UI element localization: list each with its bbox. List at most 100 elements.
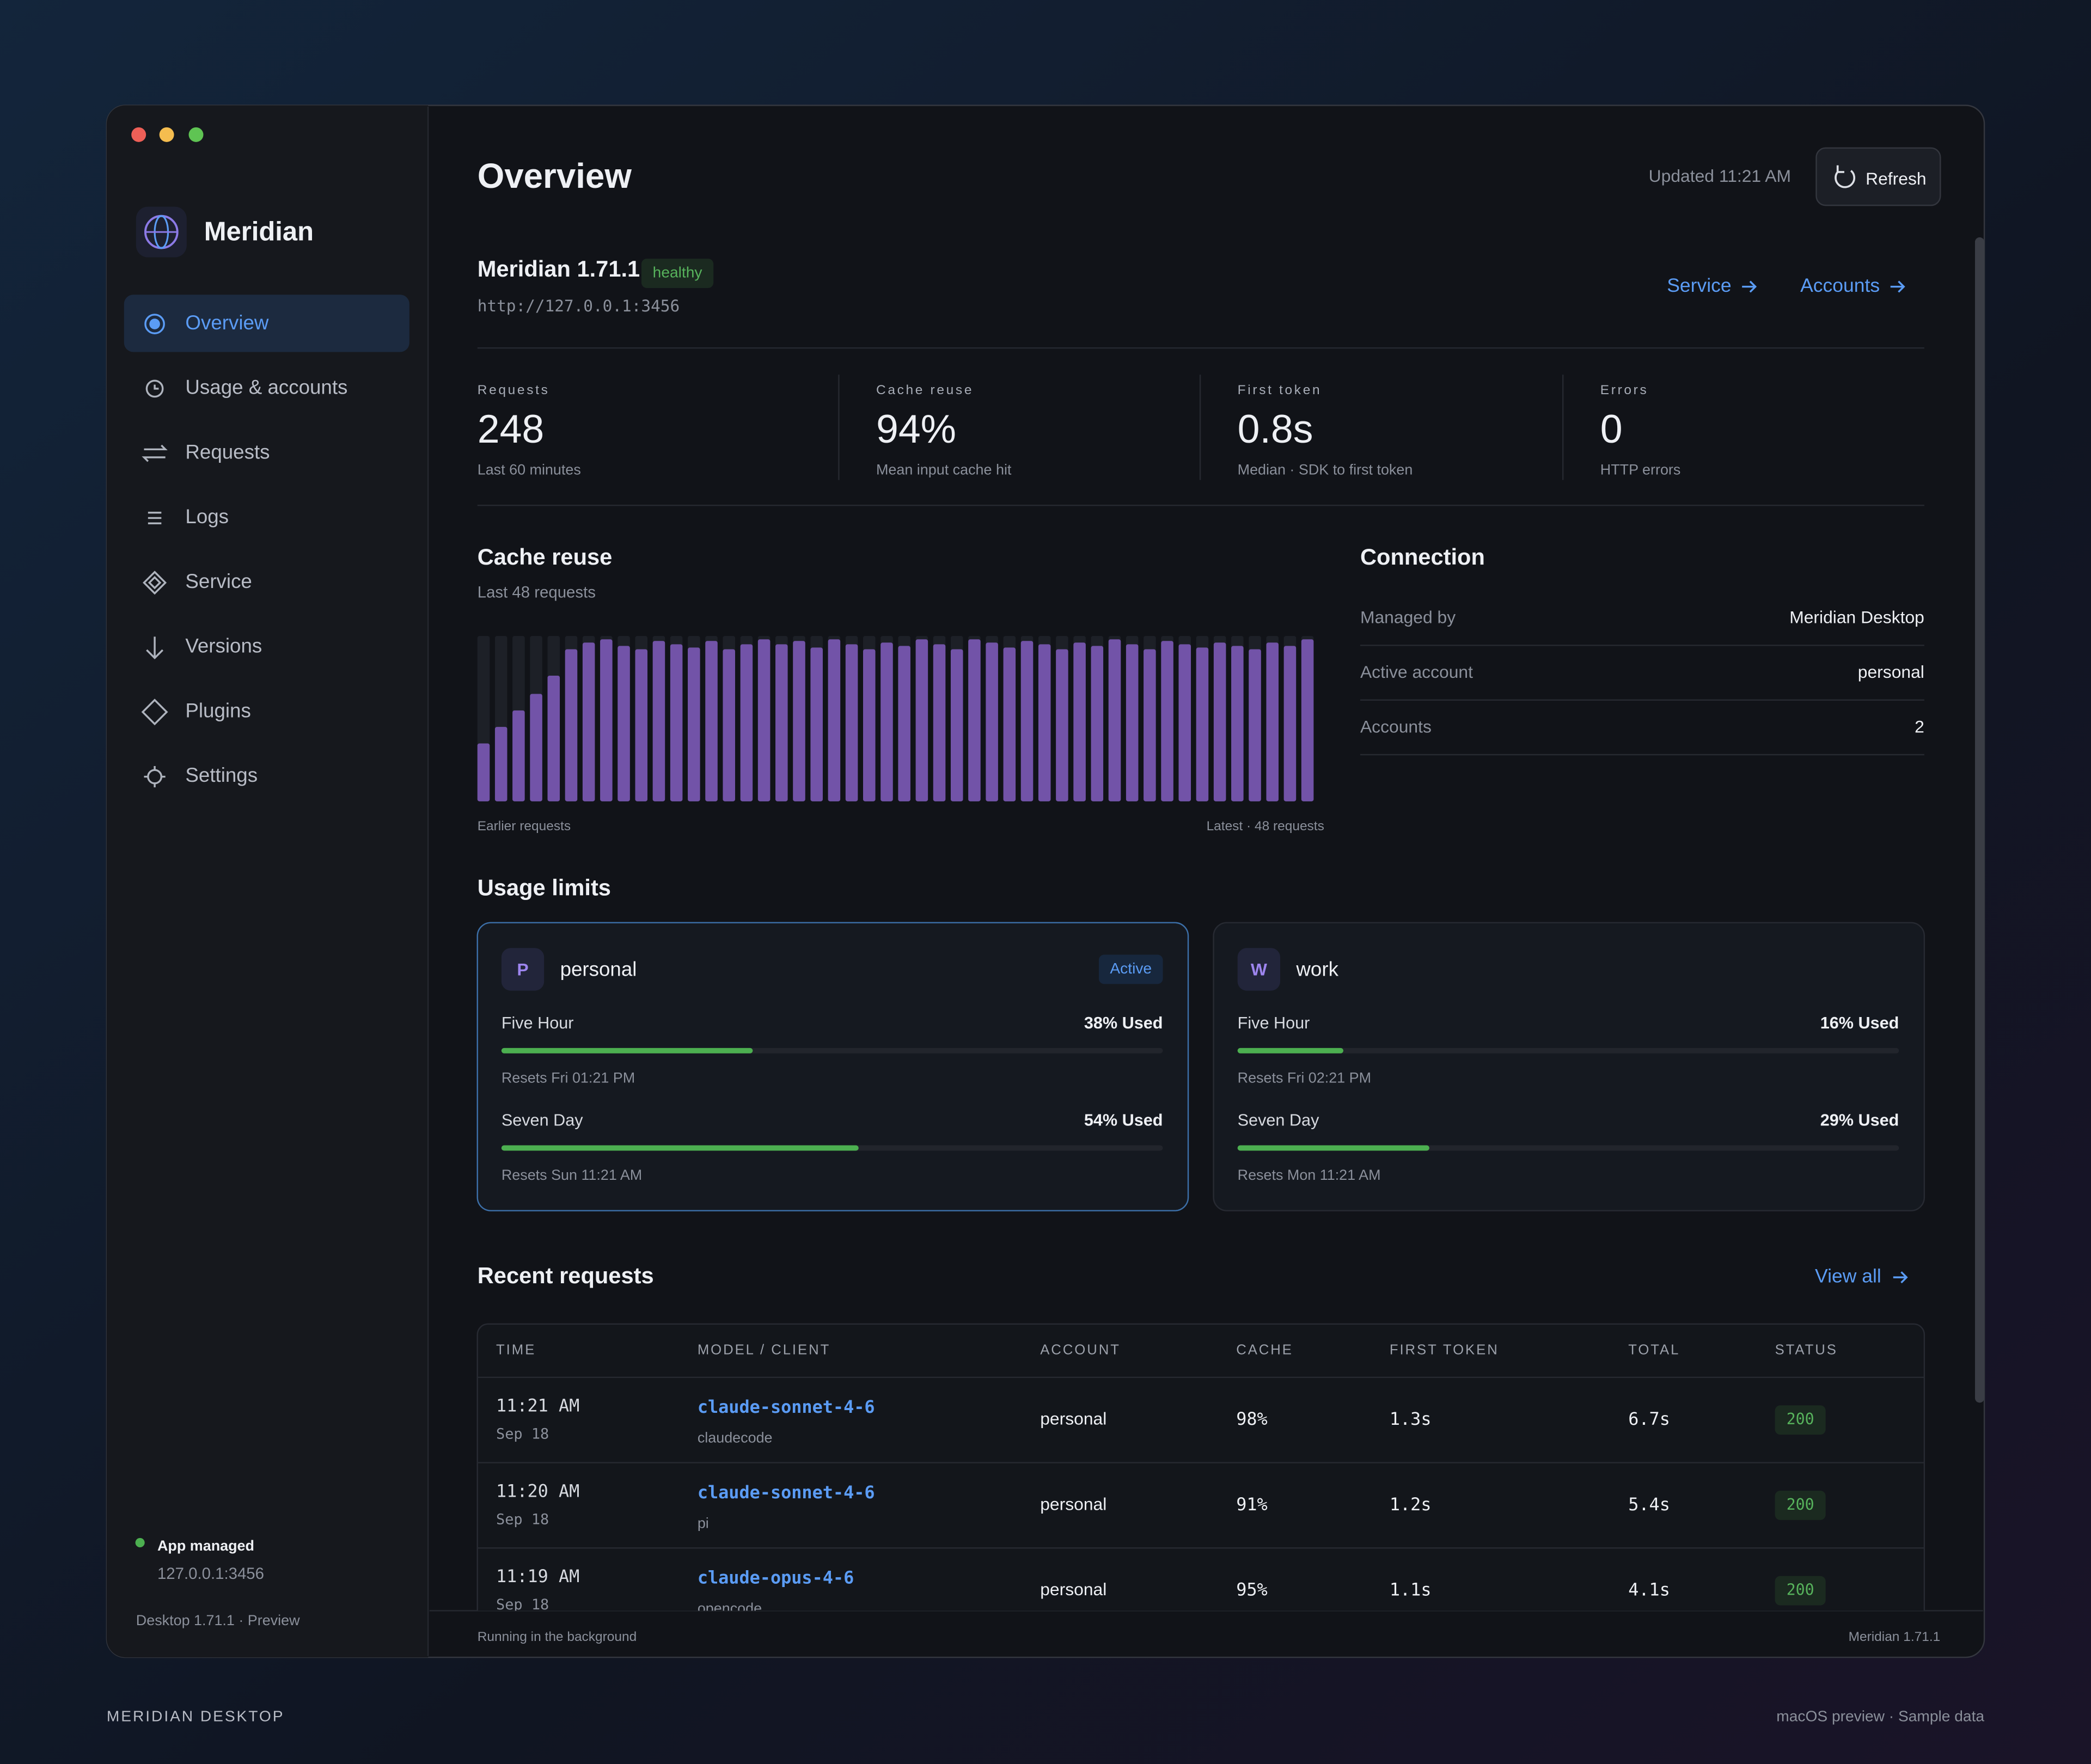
- sidebar: [106, 105, 429, 1658]
- avatar-initial: P: [517, 959, 528, 979]
- bar: [688, 647, 700, 801]
- connection-key: Managed by: [1360, 608, 1456, 627]
- zoom-button[interactable]: [188, 127, 204, 142]
- status-badge: [1775, 1576, 1826, 1606]
- column-header: CACHE: [1236, 1343, 1293, 1358]
- nav-item[interactable]: Versions: [185, 635, 262, 657]
- refresh-icon: [1835, 165, 1856, 188]
- arrow-icon: [1742, 280, 1757, 293]
- stat-label: Errors: [1600, 383, 1649, 397]
- bar: [986, 642, 998, 801]
- limit-name: Seven Day: [502, 1111, 583, 1130]
- close-button[interactable]: [131, 127, 146, 142]
- stat-value: 0: [1600, 406, 1623, 451]
- bar: [512, 710, 525, 801]
- bar: [1283, 646, 1297, 801]
- request-metric: 1.1s: [1390, 1579, 1432, 1600]
- limit-name: Seven Day: [1238, 1111, 1319, 1130]
- progress-bar: [501, 1145, 859, 1151]
- request-account: personal: [1040, 1494, 1106, 1514]
- progress-bar: [1237, 1048, 1344, 1054]
- minimize-button[interactable]: [159, 127, 174, 142]
- service-link[interactable]: Service: [1667, 274, 1731, 296]
- bar: [915, 639, 928, 801]
- scrollbar[interactable]: [1974, 237, 1985, 1403]
- bar: [600, 639, 613, 801]
- arrow-icon: [1893, 1271, 1908, 1284]
- stat-note: HTTP errors: [1600, 462, 1681, 478]
- request-date: Sep 18: [496, 1596, 549, 1613]
- section-title: Recent requests: [478, 1263, 654, 1288]
- request-metric: 4.1s: [1628, 1579, 1670, 1600]
- bar: [1266, 642, 1279, 801]
- bar: [652, 641, 665, 801]
- view-all-link[interactable]: View all: [1815, 1265, 1881, 1287]
- request-metric: 1.3s: [1390, 1408, 1432, 1429]
- bar: [1178, 644, 1191, 801]
- refresh-button[interactable]: [1815, 147, 1941, 206]
- bar: [775, 644, 788, 801]
- updated-time: Updated 11:21 AM: [1649, 166, 1791, 186]
- nav-item[interactable]: Plugins: [185, 699, 250, 721]
- bar: [1003, 647, 1016, 801]
- request-model[interactable]: claude-sonnet-4-6: [698, 1396, 875, 1417]
- bar: [1073, 642, 1086, 801]
- column-header: STATUS: [1775, 1343, 1838, 1358]
- service-link[interactable]: Accounts: [1800, 274, 1880, 296]
- bar: [1126, 644, 1139, 801]
- status-label: App managed: [157, 1538, 254, 1554]
- bar: [477, 743, 490, 801]
- health-label: healthy: [653, 264, 703, 280]
- nav-item[interactable]: Settings: [185, 764, 258, 786]
- nav-item[interactable]: Requests: [185, 440, 270, 463]
- limit-used: 16% Used: [1820, 1014, 1899, 1032]
- nav-icon: [145, 379, 164, 398]
- request-metric: 1.2s: [1390, 1494, 1432, 1515]
- bar: [1144, 649, 1156, 801]
- bar: [617, 646, 630, 801]
- sidebar-version: Desktop 1.71.1 · Preview: [136, 1612, 300, 1628]
- bar: [635, 649, 648, 801]
- bar: [740, 644, 753, 801]
- bar: [670, 644, 683, 801]
- request-model[interactable]: claude-opus-4-6: [698, 1567, 854, 1588]
- active-badge: [1098, 954, 1163, 984]
- connection-key: Active account: [1360, 662, 1473, 682]
- request-client: claudecode: [698, 1430, 773, 1446]
- limit-used: 54% Used: [1084, 1111, 1163, 1130]
- bar: [705, 641, 718, 801]
- nav-selected: [124, 295, 409, 352]
- request-client: opencode: [698, 1600, 762, 1616]
- nav-item[interactable]: Service: [185, 570, 252, 592]
- limit-resets: Resets Mon 11:21 AM: [1238, 1167, 1381, 1183]
- connection-value: Meridian Desktop: [1789, 608, 1924, 627]
- nav-icon: [142, 444, 168, 462]
- request-model[interactable]: claude-sonnet-4-6: [698, 1482, 875, 1503]
- chart-subtitle: Last 48 requests: [478, 584, 596, 602]
- status-dot: [135, 1538, 145, 1548]
- stat-label: Requests: [478, 383, 550, 397]
- requests-table: TIME MODEL / CLIENT ACCOUNT CACHE FIRST TOKE…: [476, 1323, 1925, 1616]
- connection-key: Accounts: [1360, 717, 1432, 737]
- bar: [1091, 646, 1104, 801]
- page-title: Overview: [478, 157, 632, 195]
- stat-note: Last 60 minutes: [478, 462, 581, 478]
- status-code: 200: [1787, 1410, 1814, 1428]
- status-badge: [1775, 1490, 1826, 1520]
- bar: [863, 649, 876, 801]
- bar: [950, 649, 963, 801]
- logo: [136, 206, 187, 258]
- bar: [968, 639, 981, 801]
- progress-bar: [1237, 1145, 1429, 1151]
- nav-item[interactable]: Usage & accounts: [185, 376, 347, 399]
- status-badge: [1775, 1405, 1826, 1435]
- nav-item[interactable]: Overview: [185, 311, 269, 334]
- nav-item[interactable]: Logs: [185, 505, 229, 528]
- stat-label: First token: [1238, 383, 1322, 397]
- column-header: MODEL / CLIENT: [698, 1343, 830, 1358]
- column-header: FIRST TOKEN: [1390, 1343, 1499, 1358]
- arrow-icon: [1890, 280, 1905, 293]
- account-name: work: [1295, 958, 1338, 981]
- usage-card: [1213, 922, 1925, 1211]
